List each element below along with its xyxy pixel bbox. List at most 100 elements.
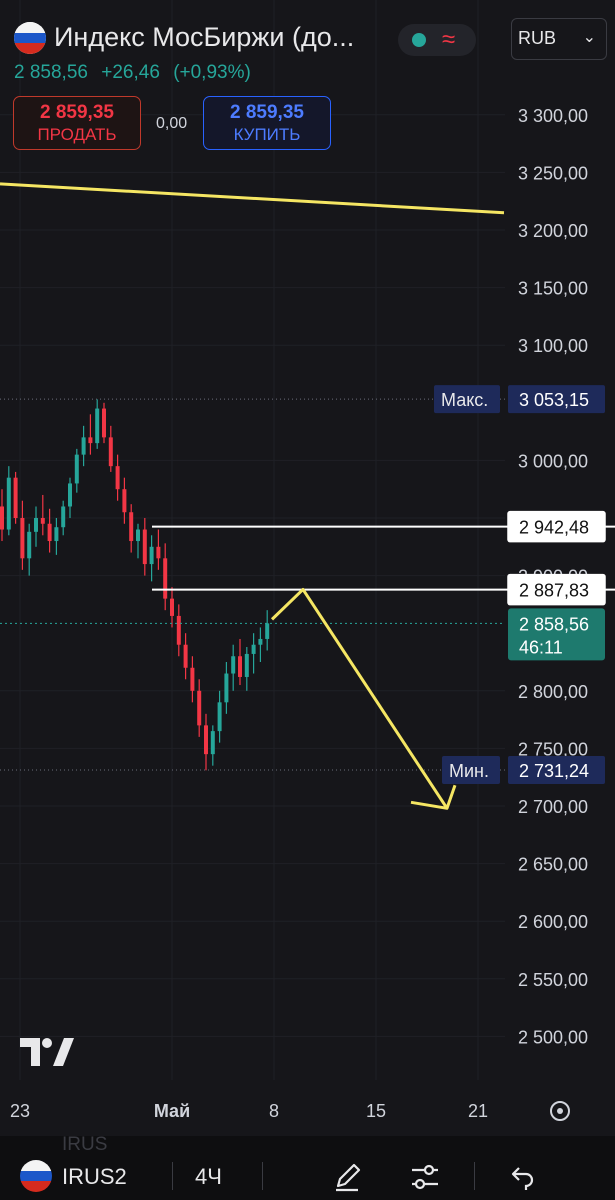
candle [210,731,215,755]
x-tick-label: 23 [10,1101,30,1121]
candle [81,437,86,455]
currency-select[interactable]: RUB ⌄ [511,18,607,60]
candle [13,477,18,518]
x-tick-label: 8 [269,1101,279,1121]
market-status-pill[interactable]: ≈ [398,24,476,56]
candle [238,656,242,677]
candle [68,483,72,507]
candle [34,518,38,532]
candle [115,466,120,490]
max-value: 3 053,15 [519,390,589,410]
y-tick-label: 3 100,00 [518,336,588,356]
y-tick-label: 3 300,00 [518,106,588,126]
candle [163,558,168,599]
russia-flag-icon [20,1160,52,1192]
candle [258,638,263,645]
undo-icon[interactable] [504,1160,538,1194]
candle [204,725,208,755]
candle [6,477,11,530]
candle [129,512,134,542]
x-tick-label: 21 [468,1101,488,1121]
sliders-icon[interactable] [408,1160,442,1194]
candle [27,531,32,559]
sell-label: ПРОДАТЬ [37,125,117,144]
russia-flag-icon [14,22,46,54]
y-tick-label: 2 700,00 [518,797,588,817]
settings-icon [550,1101,570,1121]
candle [88,437,93,444]
candle [183,644,188,668]
symbol-title[interactable]: Индекс МосБиржи (до... [54,22,355,52]
forecast-arrow [270,587,449,810]
market-open-dot-icon [412,33,426,47]
tradingview-logo [20,1038,74,1066]
buy-label: КУПИТЬ [233,125,301,144]
sell-button[interactable]: 2 859,35 ПРОДАТЬ [13,96,141,150]
symbol-button[interactable]: IRUS2 [62,1164,127,1189]
toolbar-divider [262,1162,263,1190]
y-tick-label: 3 150,00 [518,279,588,299]
chevron-down-icon: ⌄ [582,29,596,46]
trend-line [0,182,505,215]
candle [108,437,113,467]
ghost-ticker: IRUS [62,1134,108,1155]
price-change: +26,46 [101,62,160,83]
current-price-value: 2 858,56 [519,614,589,634]
current-price-box [508,608,605,661]
candle [54,527,59,542]
min-label-box [442,756,500,785]
toolbar-divider [172,1162,173,1190]
price-change-percent: (+0,93%) [173,62,251,83]
chart-area[interactable]: 3 300,00 3 250,00 3 200,00 3 150,00 3 100,00… [0,0,615,1135]
candle [156,546,161,559]
max-value-box [508,385,605,414]
min-value: 2 731,24 [519,761,589,781]
candle [74,454,79,484]
candle [102,408,106,438]
bottom-toolbar: IRUS IRUS2 4Ч [0,1134,615,1200]
candle [217,702,222,732]
y-tick-label: 2 800,00 [518,682,588,702]
x-tick-label: 15 [366,1101,386,1121]
candle [47,523,52,542]
candle [40,518,45,524]
y-tick-label: 2 650,00 [518,855,588,875]
candle [197,690,202,726]
price-chart[interactable]: 3 300,00 3 250,00 3 200,00 3 150,00 3 100,00… [0,0,615,1135]
level-1-box [507,510,606,543]
candle [170,598,174,616]
y-tick-label: 3 250,00 [518,163,588,183]
settings-icon-core [557,1108,563,1114]
x-tick-label: Май [154,1101,190,1121]
buy-button[interactable]: 2 859,35 КУПИТЬ [203,96,331,150]
toolbar-divider [474,1162,475,1190]
candle-countdown: 46:11 [519,637,563,657]
candle [231,656,236,674]
y-tick-label: 2 750,00 [518,739,588,759]
interval-button[interactable]: 4Ч [195,1164,222,1189]
min-label: Мин. [449,761,489,781]
pencil-icon[interactable] [330,1160,364,1194]
candle [20,518,25,559]
candle [0,506,4,530]
last-price: 2 858,56 [14,62,88,83]
candle [244,653,249,677]
level-2-value: 2 887,83 [519,581,589,601]
candle [149,546,154,565]
y-tick-label: 2 500,00 [518,1027,588,1047]
max-label-box [434,385,500,414]
sell-price: 2 859,35 [40,102,114,123]
level-2-box [507,573,606,606]
level-1-value: 2 942,48 [519,518,589,538]
buy-price: 2 859,35 [230,102,304,123]
approx-wave-icon: ≈ [442,26,456,53]
candle [224,673,229,703]
price-summary: 2 858,56 +26,46 (+0,93%) [14,62,259,84]
candle [136,529,140,542]
candle [95,408,100,444]
candle [122,489,127,513]
y-tick-label: 2 600,00 [518,912,588,932]
candle [251,644,256,654]
candle [265,623,270,639]
currency-value: RUB [518,28,557,48]
